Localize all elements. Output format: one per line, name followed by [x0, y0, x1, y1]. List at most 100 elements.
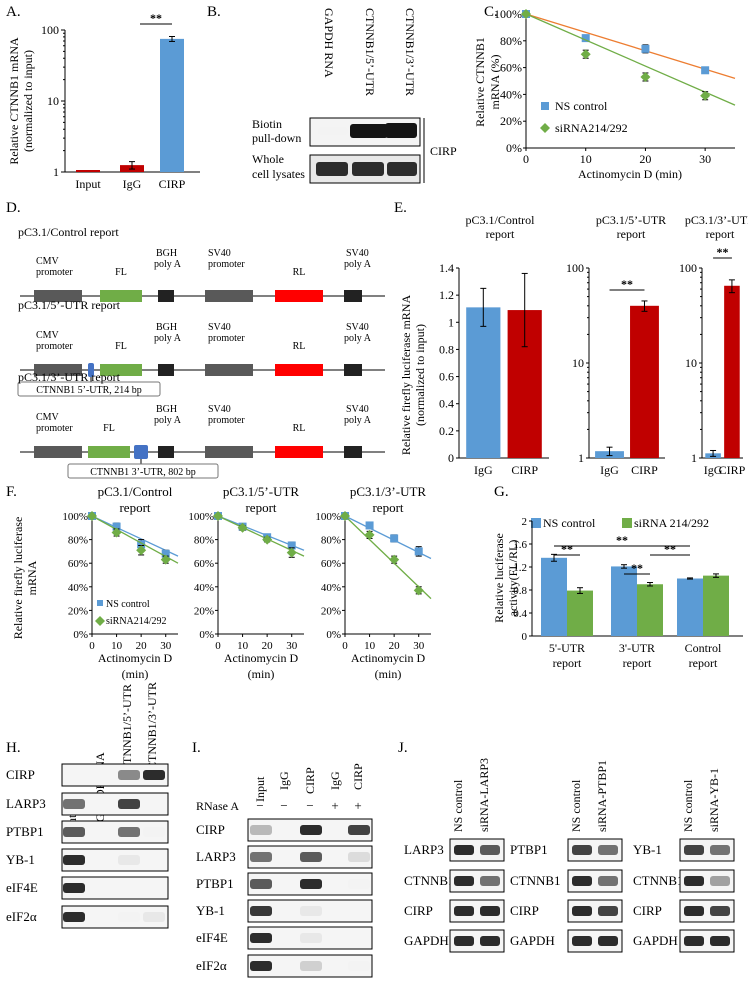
x-axis-label: (min)	[122, 667, 149, 681]
blot-strip	[679, 899, 735, 923]
x-tick-label: Control	[685, 641, 722, 655]
blot-strip	[567, 929, 623, 953]
subplot-title: pC3.1/5’-UTR	[596, 213, 666, 227]
y-tick-label: 100%	[62, 511, 88, 523]
data-point	[213, 511, 223, 521]
subplot-title: report	[245, 500, 276, 515]
insert-box	[17, 381, 161, 397]
x-tick-label: 10	[580, 152, 592, 166]
band	[118, 770, 140, 780]
panel-letter-j: J.	[398, 740, 408, 756]
blot-strip	[567, 838, 623, 862]
blot-row-label: GAPDH	[404, 933, 449, 948]
band	[300, 879, 322, 889]
band	[684, 936, 704, 946]
element-label: promoter	[36, 341, 73, 352]
band	[250, 961, 272, 971]
tick-label: 10	[572, 356, 584, 370]
band	[63, 799, 85, 809]
element-label: RL	[293, 341, 306, 352]
band	[143, 827, 165, 837]
y-tick-label: 20%	[194, 605, 214, 617]
trend-line	[525, 13, 736, 106]
blot-strip	[61, 848, 169, 872]
lane-label: CIRP	[351, 763, 365, 790]
element-label: FL	[103, 423, 115, 434]
legend-marker-si	[95, 616, 105, 626]
blot-row-label: CIRP	[6, 767, 35, 782]
band	[348, 879, 370, 889]
x-tick-label: 30	[160, 640, 172, 652]
y-tick-label: 80%	[321, 535, 341, 547]
cmv-promoter	[34, 446, 82, 458]
tick-label: 1	[578, 451, 584, 465]
rl-gene	[275, 290, 323, 302]
rl-gene	[275, 446, 323, 458]
band	[684, 845, 704, 855]
fl-gene	[100, 290, 142, 302]
band	[300, 961, 322, 971]
element-label: SV40	[208, 248, 231, 259]
cmv-promoter	[34, 364, 82, 376]
x-tick-label: IgG	[704, 463, 723, 477]
blot-strip	[679, 929, 735, 953]
element-label: SV40	[346, 404, 369, 415]
x-tick-label: CIRP	[159, 177, 186, 191]
subplot-title: pC3.1/3’-UTR	[685, 213, 748, 227]
lane-label: CIRP	[303, 767, 317, 794]
band	[63, 912, 85, 922]
significance-label: **	[561, 542, 573, 556]
insert-box	[67, 463, 219, 479]
bar-si	[637, 584, 663, 636]
band	[572, 936, 592, 946]
blot-row-label: CIRP	[633, 903, 662, 918]
y-axis-label: (normalized to input)	[21, 50, 35, 152]
band	[318, 127, 348, 135]
data-point	[414, 547, 423, 556]
data-point	[413, 585, 424, 596]
lane-label: Input	[253, 776, 267, 802]
x-axis-label: Actinomycin D	[98, 651, 173, 665]
blot-row-label: CTNNB1	[510, 873, 561, 888]
data-point	[160, 554, 171, 565]
band	[250, 879, 272, 889]
tick-label: 0.8	[513, 585, 527, 597]
significance-label: **	[621, 277, 633, 291]
trend-line	[525, 13, 736, 79]
band	[250, 906, 272, 916]
legend-label: NS control	[106, 599, 150, 610]
x-tick-label: 10	[364, 640, 376, 652]
band	[598, 845, 618, 855]
lane-label: NS control	[681, 779, 695, 832]
data-point	[641, 44, 650, 53]
construct-title: pC3.1/3’-UTR report	[18, 370, 121, 384]
element-label: CMV	[36, 330, 60, 341]
element-label: poly A	[154, 415, 182, 426]
blot-strip	[61, 792, 169, 816]
legend-label: siRNA214/292	[106, 616, 167, 627]
y-tick-label: 0%	[73, 629, 88, 641]
element-label: promoter	[208, 415, 245, 426]
y-axis-label: Relative firefly luciferase	[11, 517, 25, 640]
utr-5-insert	[88, 363, 94, 377]
data-point	[521, 9, 531, 19]
lane-label: GAPDH RNA	[322, 8, 336, 78]
data-point	[287, 541, 296, 550]
element-label: SV40	[208, 404, 231, 415]
band	[454, 936, 474, 946]
band	[250, 852, 272, 862]
y-axis-label: Relative CTNNB1 mRNA	[7, 37, 21, 165]
band	[598, 906, 618, 916]
element-label: SV40	[346, 322, 369, 333]
tick-label: 0	[448, 451, 454, 465]
band	[316, 162, 348, 176]
tick-label: 100	[566, 261, 584, 275]
lane-label: siRNA-YB-1	[707, 768, 721, 832]
rnase-sign: −	[256, 798, 263, 813]
blot-row-label: LARP3	[6, 796, 46, 811]
x-tick-label: 20	[389, 640, 401, 652]
band	[250, 825, 272, 835]
band	[352, 162, 384, 176]
y-tick-label: 40%	[321, 582, 341, 594]
blot-row-label: PTBP1	[510, 842, 548, 857]
